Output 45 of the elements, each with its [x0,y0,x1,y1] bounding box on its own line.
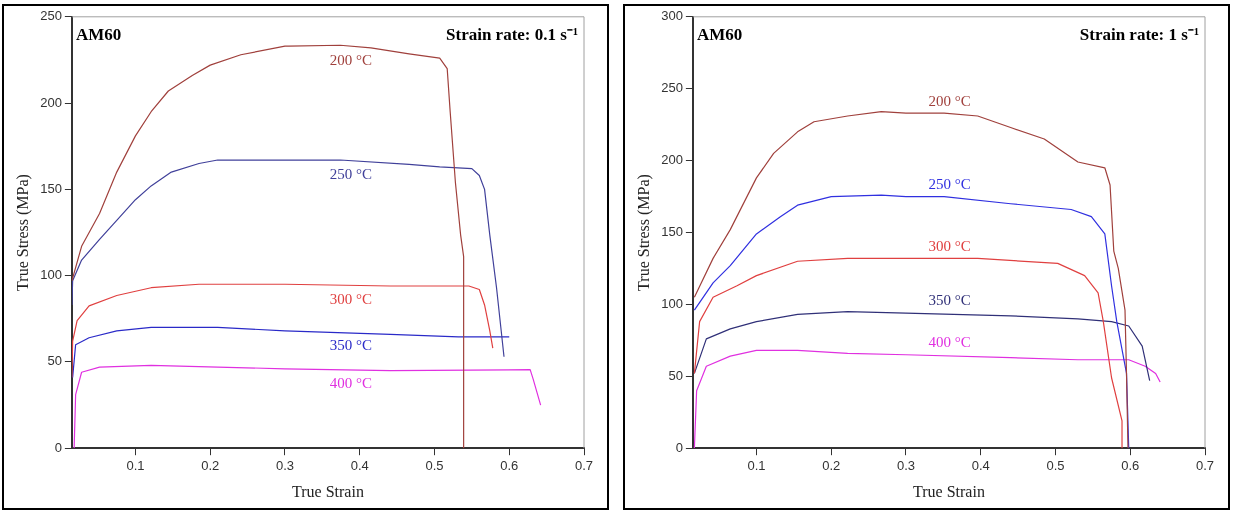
series-label: 250 °C [928,175,971,192]
series-label: 300 °C [928,237,971,254]
annotation: AM60 [696,24,743,44]
x-tick-label: 0.7 [574,457,594,473]
y-tick-label: 200 [661,152,683,168]
series-label: 200 °C [928,92,971,109]
x-tick-label: 0.3 [896,457,915,473]
y-axis-title: True Stress (MPa) [13,174,32,291]
annotation: Strain rate: 1 s⁻¹ [1079,24,1199,44]
x-tick-label: 0.3 [275,457,294,473]
series-label: 400 °C [329,375,373,392]
series-label: 300 °C [329,290,373,307]
x-tick-label: 0.5 [1046,457,1065,473]
x-tick-label: 0.6 [1121,457,1140,473]
x-tick-label: 0.4 [350,457,369,473]
y-tick-label: 300 [661,8,683,24]
x-tick-label: 0.4 [971,457,990,473]
x-tick-label: 0.7 [1195,457,1215,473]
annotation: AM60 [75,24,122,44]
y-tick-label: 250 [40,8,62,24]
x-tick-label: 0.2 [201,457,220,473]
y-tick-label: 150 [661,224,683,240]
x-tick-label: 0.5 [425,457,444,473]
x-axis-title: True Strain [292,482,364,500]
series-label: 250 °C [329,166,373,183]
series-label: 400 °C [928,334,971,351]
y-tick-label: 250 [661,80,683,96]
y-tick-label: 0 [675,439,683,455]
x-tick-label: 0.1 [126,457,145,473]
y-tick-label: 150 [40,180,62,196]
y-tick-label: 0 [54,439,62,455]
annotation: Strain rate: 0.1 s⁻¹ [446,24,578,44]
series-label: 350 °C [329,337,373,354]
y-tick-label: 50 [47,353,62,369]
y-axis-title: True Stress (MPa) [634,174,653,291]
x-tick-label: 0.1 [747,457,766,473]
x-axis-title: True Strain [913,482,985,500]
y-tick-label: 100 [661,295,683,311]
y-tick-label: 100 [40,267,62,283]
series-label: 200 °C [329,51,373,68]
series-label: 350 °C [928,292,971,309]
y-tick-label: 200 [40,94,62,110]
x-tick-label: 0.2 [822,457,841,473]
y-tick-label: 50 [668,367,683,383]
x-tick-label: 0.6 [500,457,519,473]
